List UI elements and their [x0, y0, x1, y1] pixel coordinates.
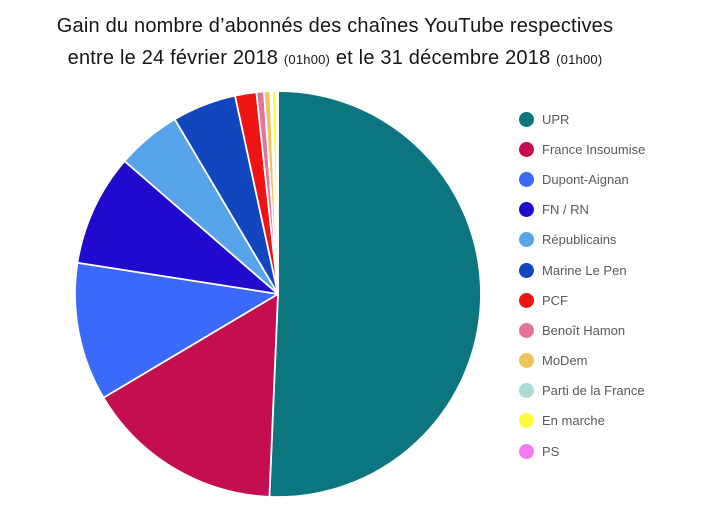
legend-label: Dupont-Aignan [542, 171, 629, 187]
pie-slice-upr [268, 90, 482, 498]
legend-swatch-icon [519, 232, 534, 248]
legend-item-upr: UPR [519, 104, 645, 134]
legend-swatch-icon [519, 383, 534, 399]
legend-item-france-insoumise: France Insoumise [519, 134, 645, 164]
legend-swatch-icon [519, 353, 534, 369]
legend-item-benoit-hamon: Benoît Hamon [519, 315, 645, 345]
legend-label: Benoît Hamon [542, 322, 626, 338]
legend-label: MoDem [542, 353, 588, 369]
pie-slice-france-insoumise [102, 293, 279, 498]
title-time-annotation: (01h00) [283, 52, 331, 67]
legend-swatch-icon [519, 202, 534, 218]
legend-label: Parti de la France [542, 383, 645, 399]
legend-swatch-icon [519, 443, 534, 459]
legend: UPR France Insoumise Dupont-Aignan FN / RN R… [519, 104, 645, 466]
legend-item-marine-le-pen: Marine Le Pen [519, 255, 645, 285]
chart-title-line2: entre le 24 février 2018 (01h00) et le 3… [67, 47, 603, 69]
legend-swatch-icon [519, 292, 534, 308]
legend-label: Marine Le Pen [542, 262, 627, 278]
legend-swatch-icon [519, 413, 534, 429]
legend-item-ps: PS [519, 436, 645, 466]
legend-item-fn-rn: FN / RN [519, 195, 645, 225]
pie-slice-ps [275, 90, 279, 295]
legend-item-modem: MoDem [519, 346, 645, 376]
chart-title-line1: Gain du nombre d’abonnés des chaînes You… [56, 15, 614, 37]
pie-chart [74, 90, 482, 498]
legend-item-republicains: Républicains [519, 225, 645, 255]
legend-swatch-icon [519, 171, 534, 187]
chart-title: Gain du nombre d’abonnés des chaînes You… [2, 10, 668, 76]
legend-label: PS [542, 443, 560, 459]
legend-label: Républicains [542, 232, 617, 248]
legend-swatch-icon [519, 141, 534, 157]
legend-label: UPR [542, 111, 570, 127]
title-time-annotation: (01h00) [556, 52, 603, 67]
legend-label: FN / RN [542, 202, 589, 218]
legend-item-parti-de-la-france: Parti de la France [519, 376, 645, 406]
legend-label: France Insoumise [542, 141, 646, 157]
legend-item-pcf: PCF [519, 285, 645, 315]
pie-slice-dupont-aignan [74, 261, 279, 399]
legend-label: PCF [542, 292, 568, 308]
legend-label: En marche [542, 413, 605, 429]
legend-item-dupont-aignan: Dupont-Aignan [519, 164, 645, 194]
legend-swatch-icon [519, 322, 534, 338]
pie-slice-fn-rn [76, 160, 279, 295]
legend-swatch-icon [519, 111, 534, 127]
legend-item-en-marche: En marche [519, 406, 645, 436]
legend-swatch-icon [519, 262, 534, 278]
